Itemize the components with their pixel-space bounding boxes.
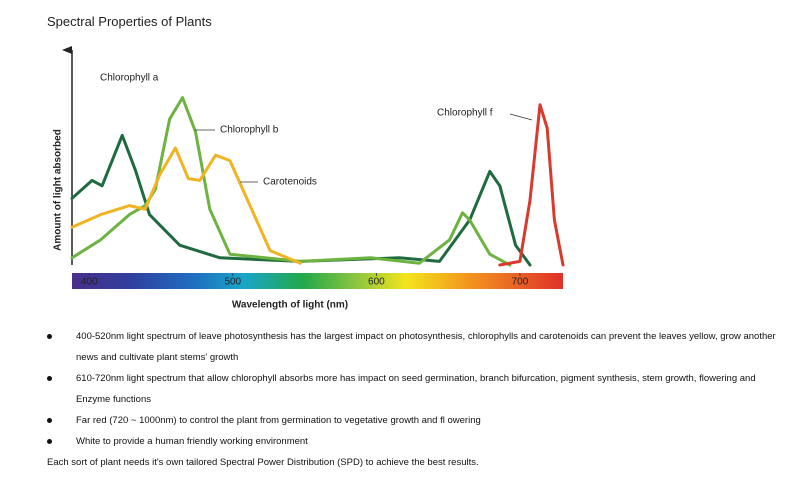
chart: Amount of light absorbed Wavelength of l… <box>53 46 565 311</box>
series-line <box>70 133 532 267</box>
bullet-list: 400-520nm light spectrum of leave photos… <box>47 326 787 452</box>
bullet-item: 400-520nm light spectrum of leave photos… <box>47 326 787 368</box>
x-tick-label: 700 <box>512 277 529 288</box>
bullet-dot <box>47 334 52 339</box>
legend-label: Chlorophyll b <box>220 125 279 136</box>
leader-line <box>509 113 533 121</box>
bullet-text: White to provide a human friendly workin… <box>76 436 308 447</box>
bullet-item: 610-720nm light spectrum that allow chlo… <box>47 368 787 410</box>
spectrum-bar <box>72 273 563 289</box>
footer-text: Each sort of plant needs it's own tailor… <box>47 457 479 468</box>
legend-label: Chlorophyll f <box>437 108 493 119</box>
bullet-dot <box>47 376 52 381</box>
bullet-text: 610-720nm light spectrum that allow chlo… <box>76 373 756 405</box>
bullet-dot <box>47 439 52 444</box>
y-axis-label: Amount of light absorbed <box>53 129 64 251</box>
notes: 400-520nm light spectrum of leave photos… <box>47 326 787 473</box>
legend-label: Chlorophyll a <box>100 73 159 84</box>
bullet-item: Far red (720 ~ 1000nm) to control the pl… <box>47 410 787 431</box>
chart-title: Spectral Properties of Plants <box>47 14 212 29</box>
x-tick-label: 400 <box>81 277 98 288</box>
bullet-text: 400-520nm light spectrum of leave photos… <box>76 331 776 363</box>
series-line <box>498 103 565 267</box>
bullet-dot <box>47 418 52 423</box>
bullet-text: Far red (720 ~ 1000nm) to control the pl… <box>76 415 481 426</box>
x-tick-label: 600 <box>368 277 385 288</box>
x-tick-label: 500 <box>224 277 241 288</box>
x-axis-label: Wavelength of light (nm) <box>232 300 348 311</box>
series-line <box>70 146 302 265</box>
legend-label: Carotenoids <box>263 177 317 188</box>
bullet-item: White to provide a human friendly workin… <box>47 431 787 452</box>
